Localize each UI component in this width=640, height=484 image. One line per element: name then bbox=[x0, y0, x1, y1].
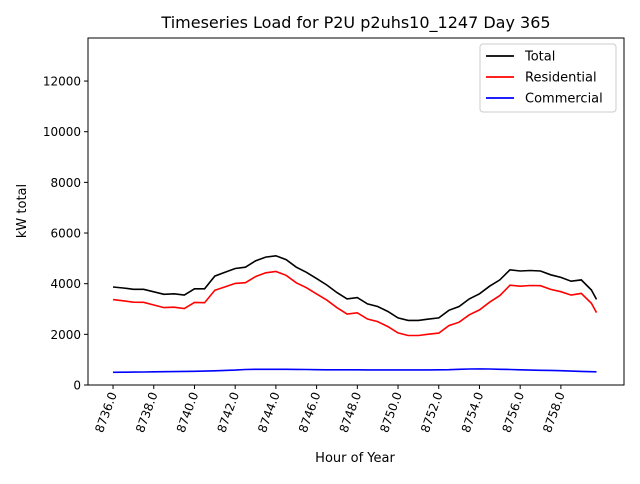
x-tick-label: 8740.0 bbox=[174, 390, 202, 434]
y-tick-label: 2000 bbox=[50, 328, 81, 342]
y-tick-label: 4000 bbox=[50, 277, 81, 291]
series-line-residential bbox=[112, 270, 598, 337]
legend-label-residential: Residential bbox=[525, 71, 597, 86]
x-tick-label: 8748.0 bbox=[337, 390, 365, 434]
series-line-total bbox=[112, 254, 598, 322]
y-tick-label: 0 bbox=[73, 379, 81, 393]
legend-label-total: Total bbox=[524, 50, 555, 65]
legend-label-commercial: Commercial bbox=[525, 92, 603, 107]
x-tick-label: 8752.0 bbox=[418, 390, 446, 434]
y-tick-label: 12000 bbox=[43, 75, 81, 89]
y-tick-label: 6000 bbox=[50, 227, 81, 241]
x-tick-label: 8746.0 bbox=[296, 390, 324, 434]
legend-box bbox=[479, 43, 617, 113]
x-tick-label: 8754.0 bbox=[459, 390, 487, 434]
x-tick-label: 8756.0 bbox=[499, 390, 527, 434]
x-tick-label: 8744.0 bbox=[255, 390, 283, 434]
series-line-commercial bbox=[112, 368, 597, 374]
x-axis-label: Hour of Year bbox=[315, 451, 395, 466]
y-axis-label: kW total bbox=[15, 184, 30, 238]
x-tick-label: 8742.0 bbox=[214, 390, 242, 434]
x-tick-label: 8736.0 bbox=[92, 390, 120, 434]
x-tick-label: 8758.0 bbox=[540, 390, 568, 434]
legend: Total Residential Commercial bbox=[479, 43, 617, 113]
y-tick-label: 10000 bbox=[43, 125, 81, 139]
y-tick-label: 8000 bbox=[50, 176, 81, 190]
chart-title: Timeseries Load for P2U p2uhs10_1247 Day… bbox=[160, 13, 550, 33]
x-axis: 8736.0 8738.0 8740.0 8742.0 8744.0 8746.0 8748… bbox=[92, 385, 568, 434]
y-axis: 0 2000 4000 6000 8000 10000 12000 bbox=[43, 75, 88, 393]
x-tick-label: 8738.0 bbox=[133, 390, 161, 434]
x-tick-label: 8750.0 bbox=[377, 390, 405, 434]
axes-frame bbox=[87, 37, 625, 386]
plot-area bbox=[112, 254, 598, 374]
